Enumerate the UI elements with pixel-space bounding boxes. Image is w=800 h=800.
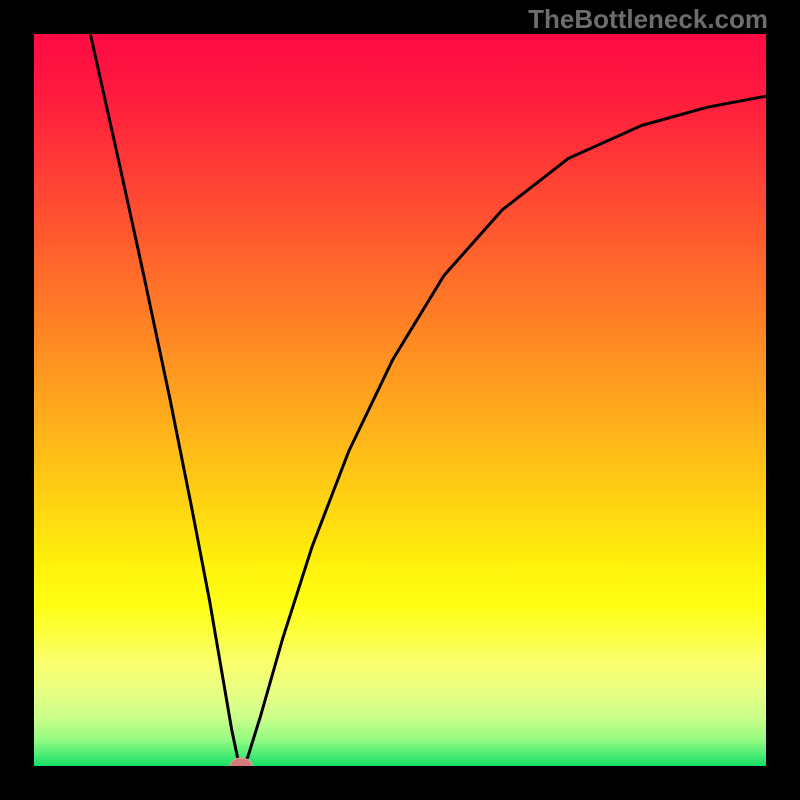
watermark-text: TheBottleneck.com — [528, 4, 768, 35]
chart-frame: TheBottleneck.com — [0, 0, 800, 800]
curve-descent — [90, 34, 241, 766]
minimum-marker — [230, 758, 252, 766]
curve-ascent — [241, 96, 766, 766]
plot-area — [34, 34, 766, 766]
curve-svg — [34, 34, 766, 766]
